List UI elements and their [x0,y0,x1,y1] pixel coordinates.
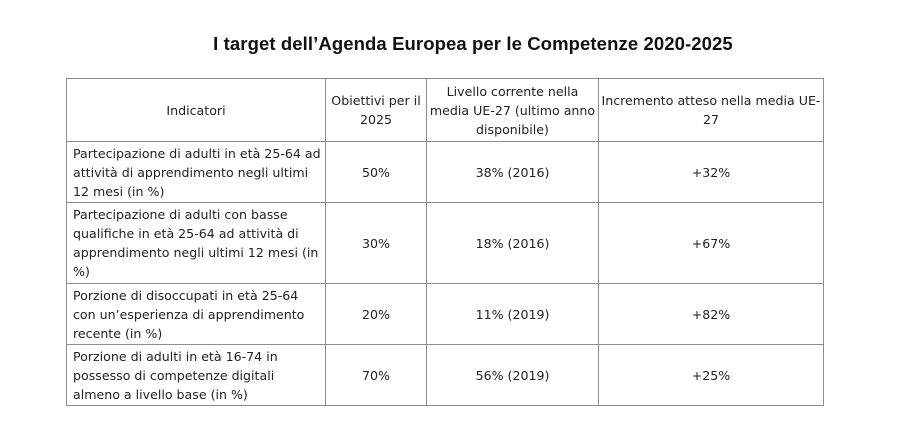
expected-increase-cell: +67% [598,202,824,284]
indicator-cell: Partecipazione di adulti in età 25-64 ad… [66,141,326,203]
current-level-cell: 38% (2016) [426,141,599,203]
header-livello-corrente: Livello corrente nella media UE-27 (ulti… [426,78,599,142]
expected-increase-cell: +32% [598,141,824,203]
competence-targets-table: Indicatori Obiettivi per il 2025 Livello… [66,78,824,406]
current-level-cell: 18% (2016) [426,202,599,284]
target-cell: 30% [325,202,427,284]
table-row: Porzione di adulti in età 16-74 in posse… [66,344,824,406]
table-header-row: Indicatori Obiettivi per il 2025 Livello… [66,78,824,142]
expected-increase-cell: +25% [598,344,824,406]
table-row: Partecipazione di adulti con basse quali… [66,202,824,284]
expected-increase-cell: +82% [598,283,824,345]
page-title: I target dell’Agenda Europea per le Comp… [213,33,733,54]
indicator-cell: Porzione di disoccupati in età 25-64 con… [66,283,326,345]
indicator-cell: Porzione di adulti in età 16-74 in posse… [66,344,326,406]
target-cell: 50% [325,141,427,203]
header-incremento-atteso: Incremento atteso nella media UE-27 [598,78,824,142]
header-indicatori: Indicatori [66,78,326,142]
current-level-cell: 11% (2019) [426,283,599,345]
header-obiettivi-2025: Obiettivi per il 2025 [325,78,427,142]
table-row: Porzione di disoccupati in età 25-64 con… [66,283,824,345]
indicator-cell: Partecipazione di adulti con basse quali… [66,202,326,284]
table-row: Partecipazione di adulti in età 25-64 ad… [66,141,824,203]
target-cell: 20% [325,283,427,345]
current-level-cell: 56% (2019) [426,344,599,406]
target-cell: 70% [325,344,427,406]
